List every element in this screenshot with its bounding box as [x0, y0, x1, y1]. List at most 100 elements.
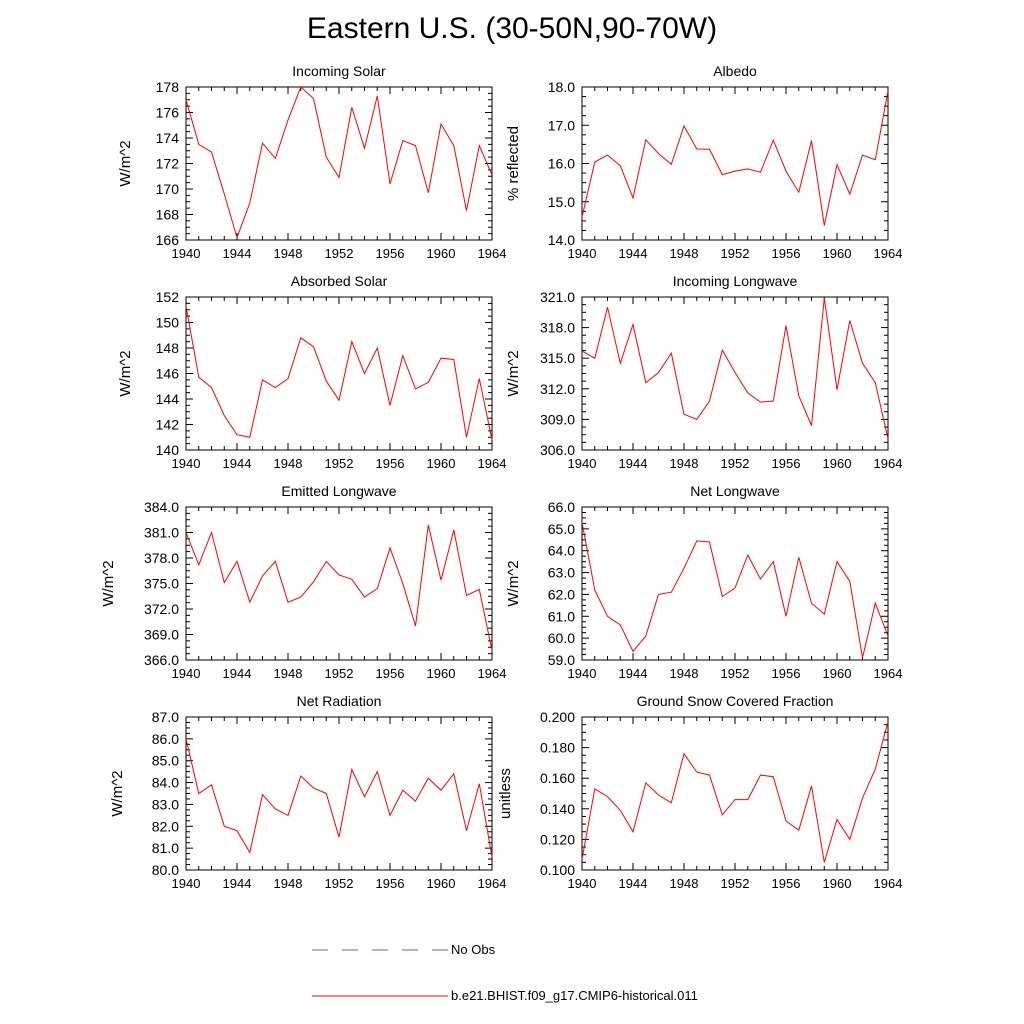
panel-title: Albedo	[713, 63, 757, 79]
y-axis-label: W/m^2	[109, 770, 126, 816]
y-tick-label: 321.0	[540, 289, 575, 305]
y-axis-label: % reflected	[505, 126, 522, 201]
y-tick-label: 62.0	[548, 586, 575, 602]
y-tick-label: 146	[156, 366, 180, 382]
y-tick-label: 148	[156, 340, 180, 356]
x-tick-label: 1952	[721, 876, 750, 891]
y-tick-label: 0.140	[540, 801, 575, 817]
x-tick-label: 1948	[274, 666, 303, 681]
x-tick-label: 1960	[427, 456, 456, 471]
x-tick-label: 1948	[274, 456, 303, 471]
y-tick-label: 170	[156, 181, 180, 197]
y-tick-label: 0.100	[540, 862, 575, 878]
x-tick-label: 1948	[670, 456, 699, 471]
x-tick-label: 1944	[619, 456, 648, 471]
y-tick-label: 18.0	[548, 79, 575, 95]
y-tick-label: 315.0	[540, 350, 575, 366]
series-line	[185, 738, 493, 857]
y-tick-label: 17.0	[548, 117, 575, 133]
x-tick-label: 1952	[325, 246, 354, 261]
series-line	[581, 721, 889, 863]
x-tick-label: 1960	[823, 876, 852, 891]
x-tick-label: 1964	[874, 666, 903, 681]
x-tick-label: 1944	[223, 876, 252, 891]
y-tick-label: 0.120	[540, 831, 575, 847]
y-tick-label: 312.0	[540, 381, 575, 397]
y-tick-label: 15.0	[548, 194, 575, 210]
y-tick-label: 85.0	[152, 753, 179, 769]
panel-title: Ground Snow Covered Fraction	[637, 693, 834, 709]
y-tick-label: 168	[156, 207, 180, 223]
x-tick-label: 1940	[568, 666, 597, 681]
series-line	[185, 524, 493, 651]
x-tick-label: 1964	[478, 246, 507, 261]
y-axis-label: W/m^2	[117, 140, 134, 186]
y-tick-label: 14.0	[548, 232, 575, 248]
y-tick-label: 60.0	[548, 630, 575, 646]
y-tick-label: 174	[156, 130, 180, 146]
y-tick-label: 83.0	[152, 796, 179, 812]
y-tick-label: 366.0	[144, 652, 179, 668]
x-tick-label: 1956	[376, 456, 405, 471]
x-tick-label: 1948	[670, 666, 699, 681]
x-tick-label: 1948	[274, 876, 303, 891]
y-tick-label: 66.0	[548, 499, 575, 515]
x-tick-label: 1940	[568, 456, 597, 471]
x-tick-label: 1960	[427, 246, 456, 261]
x-tick-label: 1964	[478, 876, 507, 891]
x-tick-label: 1952	[721, 246, 750, 261]
x-tick-label: 1956	[772, 876, 801, 891]
x-tick-label: 1956	[376, 876, 405, 891]
x-tick-label: 1948	[670, 876, 699, 891]
series-line	[581, 522, 889, 658]
x-tick-label: 1944	[619, 246, 648, 261]
x-tick-label: 1964	[874, 456, 903, 471]
y-tick-label: 59.0	[548, 652, 575, 668]
y-tick-label: 381.0	[144, 525, 179, 541]
y-tick-label: 64.0	[548, 543, 575, 559]
x-tick-label: 1952	[325, 456, 354, 471]
x-tick-label: 1956	[772, 666, 801, 681]
y-tick-label: 372.0	[144, 601, 179, 617]
x-tick-label: 1948	[670, 246, 699, 261]
x-tick-label: 1944	[619, 876, 648, 891]
x-tick-label: 1964	[874, 876, 903, 891]
x-tick-label: 1960	[427, 876, 456, 891]
y-tick-label: 178	[156, 79, 180, 95]
y-tick-label: 306.0	[540, 442, 575, 458]
panel-title: Net Radiation	[297, 693, 382, 709]
x-tick-label: 1940	[172, 666, 201, 681]
x-tick-label: 1952	[325, 666, 354, 681]
series-line	[185, 86, 493, 240]
y-tick-label: 86.0	[152, 731, 179, 747]
y-tick-label: 0.200	[540, 709, 575, 725]
y-axis-label: unitless	[497, 768, 514, 819]
x-tick-label: 1960	[823, 456, 852, 471]
figure-title: Eastern U.S. (30-50N,90-70W)	[306, 12, 718, 45]
y-tick-label: 150	[156, 315, 180, 331]
y-tick-label: 87.0	[152, 709, 179, 725]
x-tick-label: 1940	[172, 876, 201, 891]
series-line	[185, 305, 493, 440]
panel-title: Incoming Solar	[292, 63, 386, 79]
y-tick-label: 318.0	[540, 320, 575, 336]
x-tick-label: 1952	[721, 456, 750, 471]
x-tick-label: 1964	[478, 456, 507, 471]
panel-title: Emitted Longwave	[281, 483, 396, 499]
y-tick-label: 0.180	[540, 740, 575, 756]
x-tick-label: 1956	[772, 246, 801, 261]
y-tick-label: 144	[156, 391, 180, 407]
y-tick-label: 16.0	[548, 156, 575, 172]
x-tick-label: 1964	[874, 246, 903, 261]
legend-label-no-obs: No Obs	[451, 942, 496, 957]
series-line	[581, 297, 889, 439]
y-tick-label: 375.0	[144, 576, 179, 592]
series-line	[581, 90, 889, 226]
y-tick-label: 166	[156, 232, 180, 248]
y-tick-label: 84.0	[152, 775, 179, 791]
y-tick-label: 81.0	[152, 840, 179, 856]
y-tick-label: 140	[156, 442, 180, 458]
x-tick-label: 1944	[223, 456, 252, 471]
